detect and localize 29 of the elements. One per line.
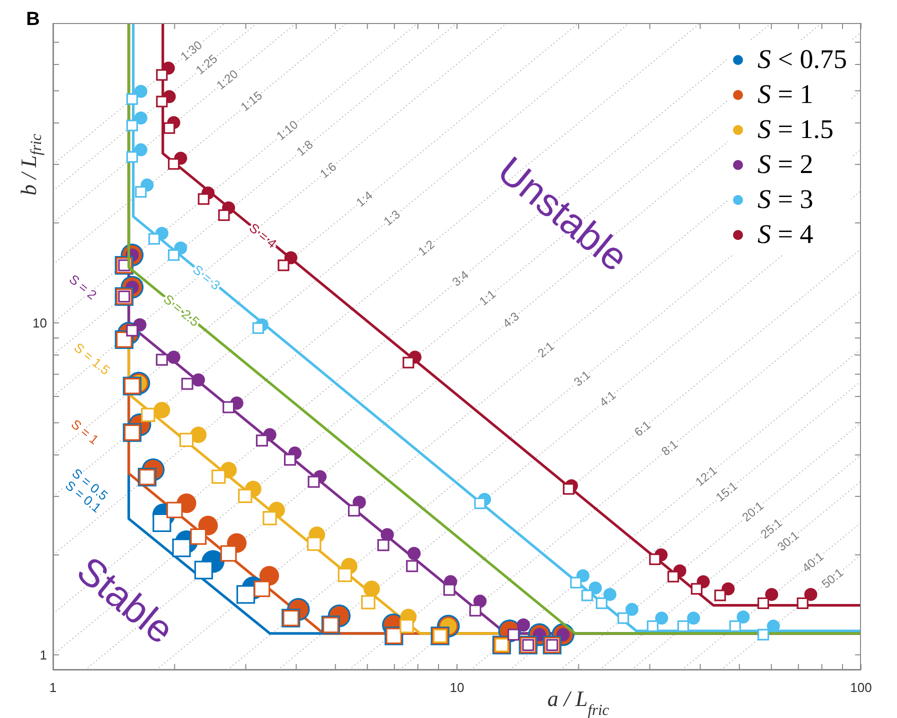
annotation: S = 1 [68, 416, 102, 448]
annotation: 1:4 [354, 188, 376, 210]
annotation: 8:1 [658, 436, 681, 459]
legend-label: S = 3 [758, 184, 814, 215]
annotation: 2:1 [535, 338, 558, 360]
legend-label: S = 4 [758, 219, 814, 250]
x-axis-title: a / L$_{fric}$ [547, 686, 610, 718]
annotation: 1:20 [214, 66, 241, 92]
annotation: 3:4 [450, 268, 472, 290]
annotation: 1:15 [238, 88, 266, 114]
annotation: S = 1.5 [71, 340, 113, 378]
annotation: 1:2 [416, 237, 438, 259]
annotation: 1:6 [317, 159, 340, 182]
legend-label: S < 0.75 [758, 44, 847, 75]
annotation: 4:1 [596, 388, 619, 410]
annotation: 1:1 [476, 286, 499, 308]
annotation: 20:1 [739, 498, 767, 524]
legend-label: S = 1 [758, 79, 814, 110]
annotation: 4:3 [500, 309, 522, 331]
annotation: S = 2 [66, 271, 100, 303]
x-tick-label: 1 [49, 680, 57, 695]
chart-title: B [26, 9, 40, 30]
x-tick-label: 10 [450, 680, 464, 695]
annotation: 6:1 [632, 418, 654, 440]
annotation: 1:3 [381, 207, 404, 229]
x-tick-label: 100 [850, 680, 872, 695]
legend-label: S = 2 [758, 149, 814, 180]
legend-label: S = 1.5 [758, 114, 834, 145]
annotation: 3:1 [571, 368, 594, 390]
